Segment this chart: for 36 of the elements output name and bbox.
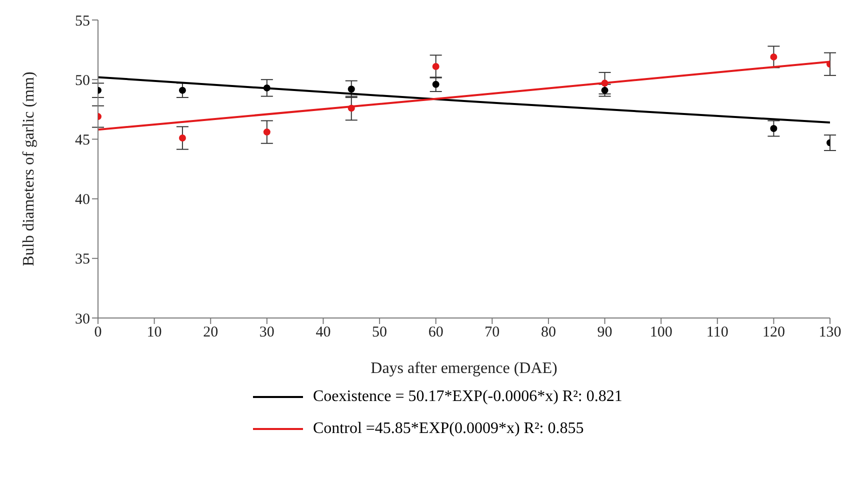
point bbox=[432, 80, 440, 88]
point bbox=[348, 104, 355, 112]
point bbox=[263, 84, 270, 92]
x-tick-label: 110 bbox=[706, 324, 728, 341]
point bbox=[432, 62, 440, 70]
x-tick-label: 10 bbox=[146, 324, 162, 341]
x-tick-label: 0 bbox=[94, 324, 102, 341]
y-tick-label: 50 bbox=[75, 72, 90, 89]
legend-label: Coexistence = 50.17*EXP(-0.0006*x) R²: 0.821 bbox=[313, 388, 622, 406]
x-tick-label: 40 bbox=[316, 324, 331, 341]
y-tick-label: 35 bbox=[75, 252, 90, 268]
legend-label: Control =45.85*EXP(0.0009*x) R²: 0.855 bbox=[313, 420, 584, 438]
point bbox=[348, 86, 355, 93]
x-tick-label: 20 bbox=[203, 324, 218, 341]
x-tick-label: 70 bbox=[484, 324, 500, 341]
x-axis-title: Days after emergence (DAE) bbox=[370, 360, 558, 377]
point bbox=[770, 124, 778, 132]
point bbox=[770, 53, 778, 60]
x-tick-label: 120 bbox=[762, 324, 785, 341]
y-tick-label: 30 bbox=[75, 311, 90, 328]
y-tick-label: 45 bbox=[75, 132, 90, 149]
x-tick-label: 50 bbox=[372, 324, 388, 341]
x-tick-label: 30 bbox=[259, 324, 274, 341]
point bbox=[178, 86, 186, 94]
x-tick-label: 60 bbox=[428, 324, 444, 341]
y-axis-title: Bulb diameters of garlic (mm) bbox=[20, 72, 38, 266]
x-tick-label: 130 bbox=[818, 324, 842, 341]
point bbox=[178, 134, 186, 142]
y-tick-label: 55 bbox=[75, 13, 90, 30]
point bbox=[601, 80, 608, 87]
x-tick-label: 90 bbox=[597, 324, 612, 341]
x-tick-label: 100 bbox=[650, 324, 672, 341]
y-tick-label: 40 bbox=[75, 192, 90, 208]
point bbox=[263, 128, 270, 136]
x-tick-label: 80 bbox=[540, 324, 556, 341]
point bbox=[601, 86, 608, 94]
